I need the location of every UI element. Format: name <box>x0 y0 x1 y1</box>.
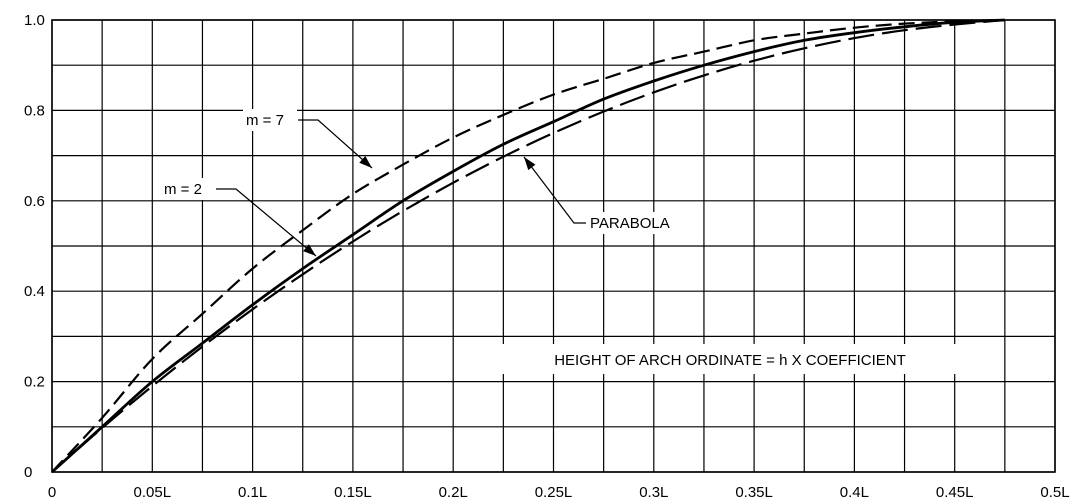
y-tick-label: 0.4 <box>24 283 45 300</box>
annotation-height-of-arch-ordinate-: HEIGHT OF ARCH ORDINATE = h X COEFFICIEN… <box>554 352 906 369</box>
x-tick-label: 0.3L <box>639 484 668 501</box>
y-tick-label: 0.8 <box>24 102 45 119</box>
annotations: m = 7 m = 2 PARABOLA HEIGHT OF ARCH ORDINAT… <box>161 109 980 374</box>
x-tick-label: 0.1L <box>238 484 267 501</box>
annotation-m-7-leader <box>298 119 373 169</box>
annotation-m-7-arrowhead <box>359 155 372 168</box>
y-tick-label: 0.6 <box>24 193 45 210</box>
x-tick-label: 0.35L <box>735 484 773 501</box>
x-tick-label: 0.4L <box>840 484 869 501</box>
series-line-parabola <box>51 18 1005 473</box>
x-tick-label: 0 <box>48 484 56 501</box>
y-tick-label: 0.2 <box>24 374 45 391</box>
annotation-m-2-background <box>161 178 215 200</box>
annotation-m-7-background <box>243 109 297 131</box>
x-tick-label: 0.15L <box>334 484 372 501</box>
y-axis-ticks: 0 0.2 0.4 0.6 0.8 1.0 <box>24 12 45 481</box>
x-tick-label: 0.25L <box>535 484 573 501</box>
annotation-m-7: m = 7 <box>246 112 284 129</box>
plot-frame <box>51 19 1056 473</box>
y-tick-label: 1.0 <box>24 12 45 29</box>
x-axis-ticks: 0 0.05L 0.1L 0.15L 0.2L 0.25L 0.3L 0.35L 0.4L 0.4… <box>48 484 1070 501</box>
annotation-parabola: PARABOLA <box>590 215 670 232</box>
x-tick-label: 0.05L <box>134 484 172 501</box>
x-tick-label: 0.5L <box>1040 484 1069 501</box>
annotation-m-2-leader <box>216 188 317 257</box>
x-tick-label: 0.45L <box>936 484 974 501</box>
grid <box>51 19 1056 473</box>
note-background <box>480 344 980 374</box>
annotation-parabola-arrowhead <box>524 157 536 171</box>
series-line-m-2 <box>51 18 1005 474</box>
y-tick-label: 0 <box>24 464 32 481</box>
parabola-label-background <box>586 212 702 234</box>
x-tick-label: 0.2L <box>439 484 468 501</box>
annotation-m-2: m = 2 <box>164 181 202 198</box>
annotation-m-2-arrowhead <box>303 244 316 256</box>
annotation-parabola-leader <box>523 156 586 224</box>
series-lines <box>51 18 1005 474</box>
series-line-m-7 <box>51 18 1005 473</box>
